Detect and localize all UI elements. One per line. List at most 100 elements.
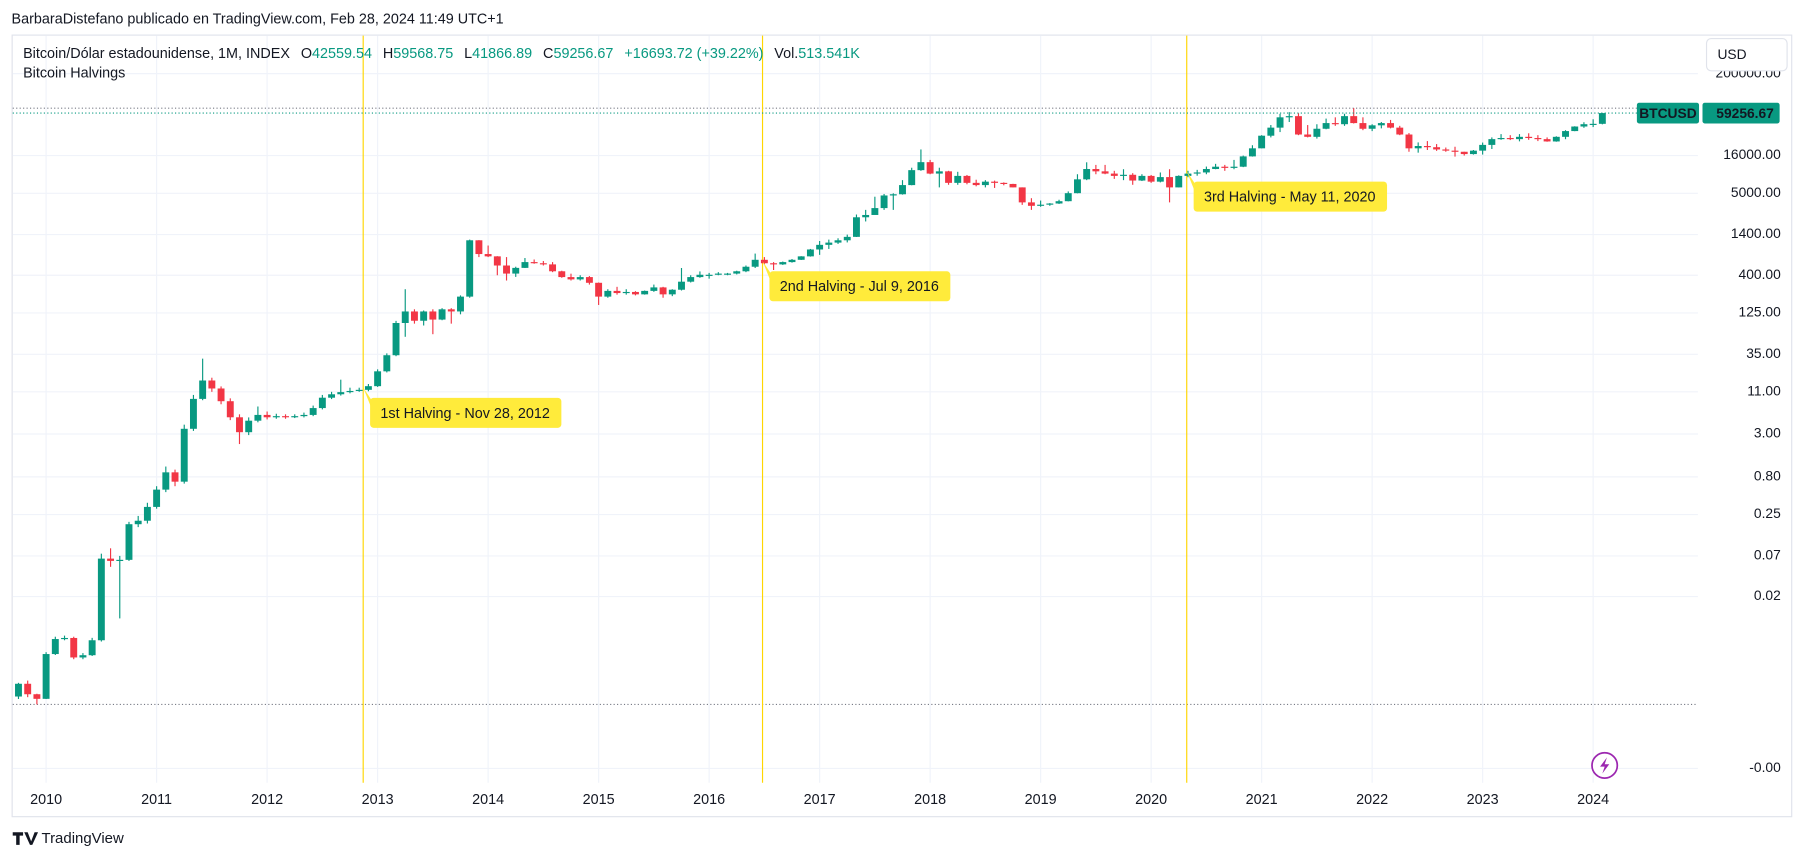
candle-body — [1083, 169, 1091, 180]
candle-body — [641, 290, 649, 295]
candle-body — [779, 262, 787, 265]
footer-brand: TradingView — [42, 830, 124, 847]
candle-body — [862, 214, 870, 218]
candle-body — [189, 398, 197, 429]
candle-body — [51, 639, 59, 655]
candle-body — [236, 417, 243, 433]
candle-body — [585, 277, 593, 283]
candle-body — [1064, 193, 1072, 202]
candle-body — [199, 380, 207, 399]
candle-body — [15, 683, 22, 697]
candle-body — [1138, 175, 1146, 181]
candle-body — [309, 408, 317, 415]
value-high: 59568.75 — [393, 46, 453, 62]
candle-body — [917, 162, 925, 171]
candle-body — [558, 271, 566, 278]
currency-label[interactable]: USD — [1717, 46, 1746, 62]
candle-body — [1571, 126, 1579, 132]
candle-body — [825, 242, 833, 245]
candle-body — [282, 416, 289, 418]
candle-body — [1304, 134, 1312, 137]
candle-body — [1433, 147, 1441, 150]
brand-logo — [12, 832, 39, 845]
candle-body — [134, 520, 142, 525]
x-tick-label: 2022 — [1356, 792, 1388, 808]
candle-body — [1129, 174, 1137, 181]
candle-body — [926, 162, 934, 174]
candle-body — [263, 414, 271, 418]
candle-body — [530, 262, 538, 264]
key-high: H — [383, 46, 393, 62]
candle-body — [1018, 187, 1026, 203]
candle-body — [272, 416, 280, 418]
x-tick-label: 2014 — [472, 792, 504, 808]
candle-body — [429, 311, 437, 320]
candle-body — [24, 683, 32, 695]
candle-body — [1295, 116, 1302, 135]
legend-line: Bitcoin/Dólar estadounidense, 1M, INDEX … — [23, 46, 860, 62]
candle-body — [604, 290, 612, 297]
key-low: L — [464, 46, 472, 62]
x-tick-label: 2015 — [583, 792, 615, 808]
candle-body — [1110, 173, 1118, 176]
candle-body — [346, 390, 354, 393]
y-tick-label: 35.00 — [1746, 345, 1781, 361]
candle-body — [1000, 182, 1008, 185]
candle-body — [1037, 204, 1045, 206]
candle-body — [1377, 123, 1385, 126]
y-tick-label: 5000.00 — [1731, 184, 1781, 200]
candle-body — [171, 472, 179, 482]
candle-body — [1580, 124, 1588, 127]
x-tick-label: 2024 — [1577, 792, 1609, 808]
symbol: Bitcoin/Dólar estadounidense, 1M, INDEX — [23, 46, 290, 62]
y-tick-label: 0.07 — [1754, 547, 1781, 563]
candle-body — [1525, 136, 1533, 139]
candle-body — [107, 558, 115, 561]
annotation-box — [370, 397, 562, 428]
candle-body — [493, 256, 501, 266]
y-tick-label: 16000.00 — [1723, 146, 1781, 162]
y-tick-label: 0.25 — [1754, 505, 1781, 521]
candle-body — [521, 262, 529, 268]
candle-body — [1506, 138, 1514, 140]
x-tick-label: 2018 — [914, 792, 946, 808]
candle-body — [1387, 123, 1395, 128]
candle-body — [1009, 183, 1017, 188]
candle-body — [245, 420, 253, 433]
candle-body — [797, 256, 805, 260]
candle-body — [503, 265, 510, 274]
candle-body — [61, 637, 68, 640]
candle-body — [1046, 203, 1054, 205]
candle-body — [254, 414, 262, 421]
candle-body — [1423, 146, 1431, 148]
candle-body — [991, 181, 999, 183]
candle-body — [659, 287, 667, 295]
candle-body — [401, 311, 409, 323]
candle-body — [512, 267, 520, 274]
x-tick-label: 2017 — [804, 792, 836, 808]
candle-body — [97, 558, 105, 641]
candle-body — [226, 401, 234, 418]
candle-body — [576, 277, 584, 280]
candle-body — [70, 637, 78, 658]
candle-body — [935, 171, 943, 174]
candle-body — [1285, 116, 1293, 118]
candle-body — [687, 277, 695, 282]
price-label-box — [1702, 102, 1780, 124]
candle-body — [1092, 169, 1100, 172]
candle-body — [291, 416, 299, 418]
value-low: 41866.89 — [472, 46, 532, 62]
candle-body — [751, 259, 759, 267]
candle-body — [1230, 166, 1238, 168]
candle-body — [1221, 166, 1229, 168]
candle-body — [420, 311, 428, 321]
currency-button[interactable] — [1705, 37, 1788, 72]
candle-body — [1276, 117, 1284, 128]
candle-body — [1497, 138, 1505, 140]
candle-body — [724, 273, 731, 275]
annotation-text: 1st Halving - Nov 28, 2012 — [380, 406, 549, 422]
y-tick-label: 3.00 — [1754, 425, 1781, 441]
candle-body — [843, 236, 851, 241]
price-tag-box — [1636, 102, 1700, 124]
